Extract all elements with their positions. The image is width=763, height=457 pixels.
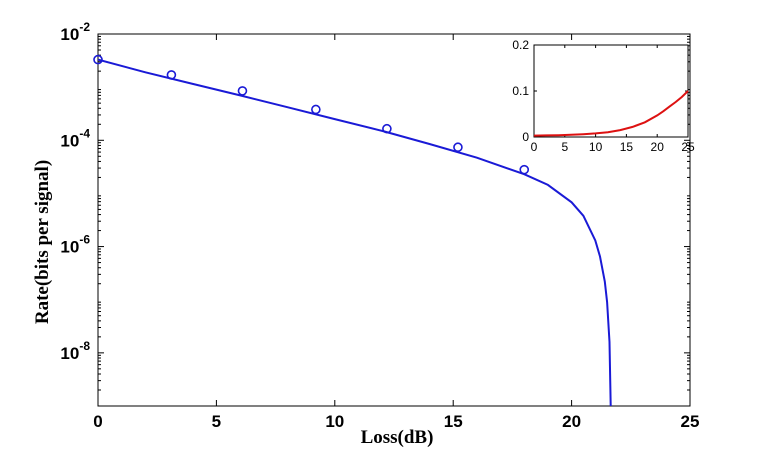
inset-y-tick-label: 0 xyxy=(522,130,529,144)
y-tick-label: 10-2 xyxy=(60,20,90,44)
data-point-marker xyxy=(93,54,103,65)
data-point-marker xyxy=(311,104,321,115)
y-tick-label: 10-6 xyxy=(60,233,90,257)
y-tick-label: 10-8 xyxy=(60,339,90,363)
inset-x-tick-label: 15 xyxy=(620,140,634,154)
inset-frame xyxy=(533,44,689,138)
y-tick-exponent: -2 xyxy=(79,20,90,34)
x-tick-label: 0 xyxy=(93,412,102,431)
inset-x-tick-label: 20 xyxy=(651,140,665,154)
inset-y-tick-label: 0.1 xyxy=(512,84,529,98)
y-tick-base: 10 xyxy=(60,25,79,44)
y-tick-label: 10-4 xyxy=(60,126,90,150)
x-tick-label: 20 xyxy=(562,412,581,431)
data-point-marker xyxy=(453,142,463,153)
inset-y-tick-label: 0.2 xyxy=(512,38,529,52)
data-point-marker xyxy=(519,164,530,175)
inset-x-tick-label: 25 xyxy=(681,140,695,154)
inset-x-tick-label: 10 xyxy=(589,140,603,154)
y-axis-label: Rate(bits per signal) xyxy=(32,160,53,324)
inset-x-tick-label: 5 xyxy=(561,140,568,154)
inset-x-tick-label: 0 xyxy=(531,140,538,154)
x-tick-label: 15 xyxy=(444,412,463,431)
y-tick-exponent: -4 xyxy=(79,126,90,140)
y-tick-base: 10 xyxy=(60,131,79,150)
plot-frame xyxy=(97,33,691,407)
data-point-marker xyxy=(166,70,177,80)
data-point-marker xyxy=(382,123,392,134)
x-tick-label: 10 xyxy=(325,412,344,431)
y-tick-exponent: -6 xyxy=(79,233,90,247)
inset-curve xyxy=(533,90,689,137)
y-tick-base: 10 xyxy=(60,238,79,257)
x-axis-label: Loss(dB) xyxy=(361,427,434,448)
data-point-marker xyxy=(237,86,248,96)
x-tick-label: 5 xyxy=(212,412,221,431)
y-tick-base: 10 xyxy=(60,344,79,363)
inset-chart: 0 5 10 15 20 25 0 0.1 0.2 xyxy=(512,38,695,154)
x-tick-label: 25 xyxy=(681,412,700,431)
y-tick-exponent: -8 xyxy=(79,339,90,353)
